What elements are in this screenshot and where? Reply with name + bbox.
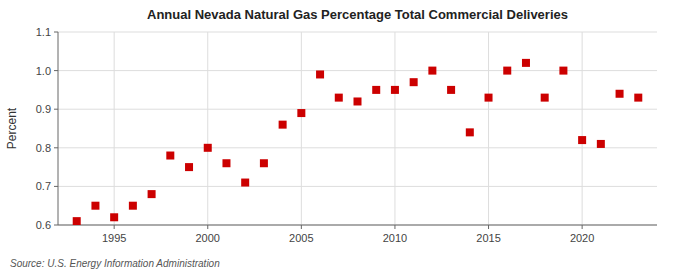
point [541,94,549,102]
point [410,78,418,86]
tick-label: 2015 [476,232,500,244]
point [616,90,624,98]
tick-mark [488,225,489,229]
point [222,159,230,167]
grid [58,32,657,225]
point [522,59,530,67]
grid-line [394,32,395,225]
grid-line [301,32,302,225]
tick-label: 0.7 [36,180,51,192]
title: Annual Nevada Natural Gas Percentage Tot… [147,7,568,22]
tick-mark [54,147,58,148]
point [428,67,436,75]
tick-label: 0.6 [36,219,51,231]
grid-line [207,32,208,225]
point [391,86,399,94]
point [578,136,586,144]
tick-mark [54,109,58,110]
tick-mark [301,225,302,229]
point [335,94,343,102]
tick-mark [582,225,583,229]
grid-line [114,32,115,225]
tick-mark [114,225,115,229]
point [129,202,137,210]
point [166,152,174,160]
tick-mark [54,70,58,71]
tick-label: 1.1 [36,26,51,38]
tick-label: 2010 [383,232,407,244]
point [297,109,305,117]
point [354,97,362,105]
point [204,144,212,152]
tick-label: 0.8 [36,142,51,154]
source: Source: U.S. Energy Information Administ… [10,258,220,269]
point [597,140,605,148]
tick-label: 1.0 [36,65,51,77]
tick-label: 0.9 [36,103,51,115]
grid-line [58,186,657,187]
tick-mark [54,225,58,226]
point [185,163,193,171]
point [279,121,287,129]
point [148,190,156,198]
point [372,86,380,94]
point [559,67,567,75]
tick-label: 1995 [102,232,126,244]
point [316,70,324,78]
point [241,179,249,187]
point [91,202,99,210]
point [260,159,268,167]
grid-line [58,147,657,148]
tick-label: 2005 [289,232,313,244]
point [634,94,642,102]
point [466,128,474,136]
grid-line [488,32,489,225]
tick-label: 2020 [570,232,594,244]
point [73,217,81,225]
grid-line [58,109,657,110]
point [503,67,511,75]
point [447,86,455,94]
grid-line [582,32,583,225]
point [110,213,118,221]
chart: Annual Nevada Natural Gas Percentage Tot… [0,0,675,275]
axes: 0.6 0.7 0.8 0.9 1.0 1.1 1995 2000 2005 2010 2015 20… [36,26,657,244]
tick-mark [394,225,395,229]
points [73,59,643,225]
tick-label: 2000 [196,232,220,244]
grid-line [58,32,657,33]
tick-mark [207,225,208,229]
point [485,94,493,102]
tick-mark [54,32,58,33]
y-axis-line [58,32,59,225]
tick-mark [54,186,58,187]
grid-line [58,225,657,226]
x-axis-line [58,225,657,226]
y-axis-label: Percent [5,107,19,149]
